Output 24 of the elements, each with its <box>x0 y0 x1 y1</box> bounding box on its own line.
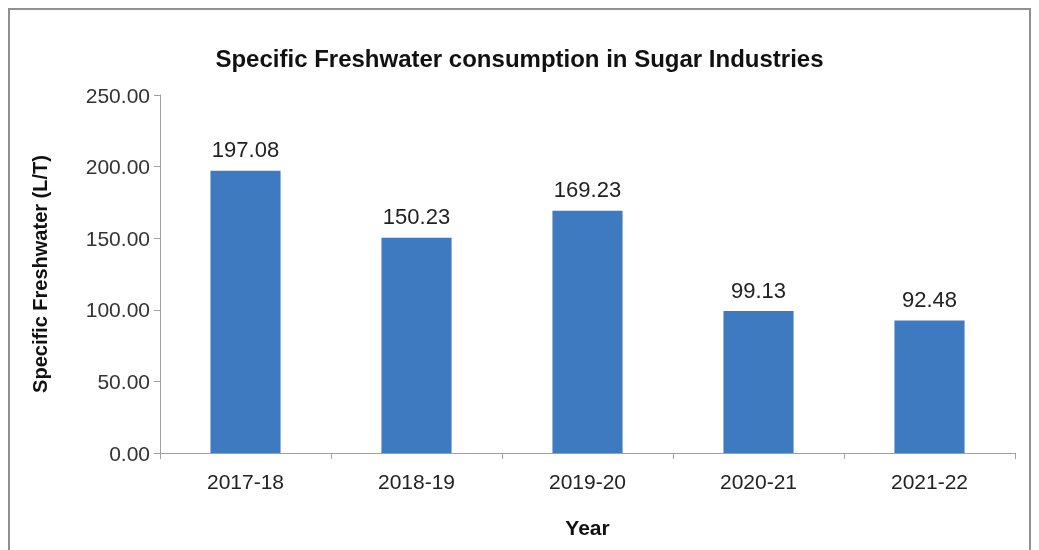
data-label: 92.48 <box>901 287 958 313</box>
y-tick-label: 150.00 <box>85 226 150 250</box>
x-axis-title: Year <box>565 516 610 539</box>
y-tick-label: 250.00 <box>85 83 150 107</box>
x-tick-label: 2021-22 <box>890 470 969 493</box>
bar <box>381 237 452 453</box>
data-label: 99.13 <box>730 277 787 303</box>
bar <box>210 170 281 453</box>
y-tick-label: 0.00 <box>109 441 150 465</box>
bar <box>552 210 623 453</box>
chart-title: Specific Freshwater consumption in Sugar Industries <box>215 44 824 72</box>
x-tick-label: 2018-19 <box>377 470 456 493</box>
bar <box>723 311 794 453</box>
data-label: 197.08 <box>211 137 280 163</box>
data-label: 169.23 <box>553 177 622 203</box>
x-tick-label: 2017-18 <box>206 470 285 493</box>
x-tick-label: 2019-20 <box>548 470 627 493</box>
y-axis-title: Specific Freshwater (L/T) <box>29 155 51 393</box>
x-tick-label: 2020-21 <box>719 470 798 493</box>
y-tick-label: 100.00 <box>85 298 150 322</box>
data-label: 150.23 <box>382 204 451 230</box>
bar <box>894 320 965 453</box>
y-tick-label: 50.00 <box>97 369 150 393</box>
y-tick-label: 200.00 <box>85 155 150 179</box>
